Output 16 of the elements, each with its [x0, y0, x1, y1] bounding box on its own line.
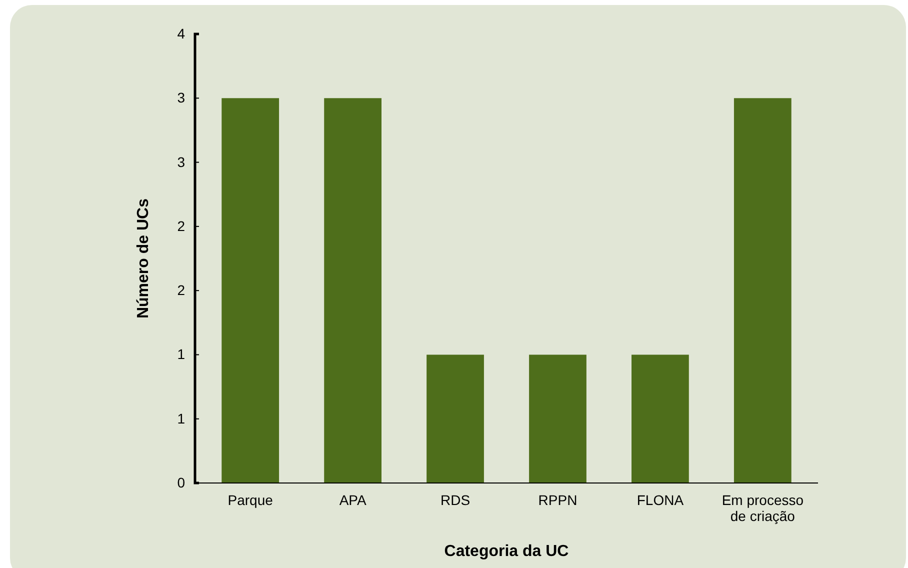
x-tick-label: FLONA	[636, 492, 684, 508]
y-axis-title: Número de UCs	[135, 198, 152, 319]
y-tick-label: 3	[177, 154, 186, 170]
x-axis-title: Categoria da UC	[444, 543, 570, 560]
x-tick-label: Parque	[228, 492, 274, 508]
y-tick-label: 2	[177, 282, 186, 298]
y-tick-label: 1	[177, 346, 186, 362]
y-tick-label: 0	[177, 474, 186, 490]
y-tick-label: 4	[177, 25, 186, 42]
y-tick-label: 2	[177, 218, 186, 234]
x-tick-label: RPPN	[538, 492, 578, 508]
x-tick-label: Em processo de criação	[722, 492, 804, 524]
x-tick-label: APA	[339, 492, 367, 508]
y-tick-label: 3	[177, 90, 186, 106]
x-tick-label: RDS	[440, 492, 470, 508]
y-tick-label: 1	[177, 410, 186, 426]
